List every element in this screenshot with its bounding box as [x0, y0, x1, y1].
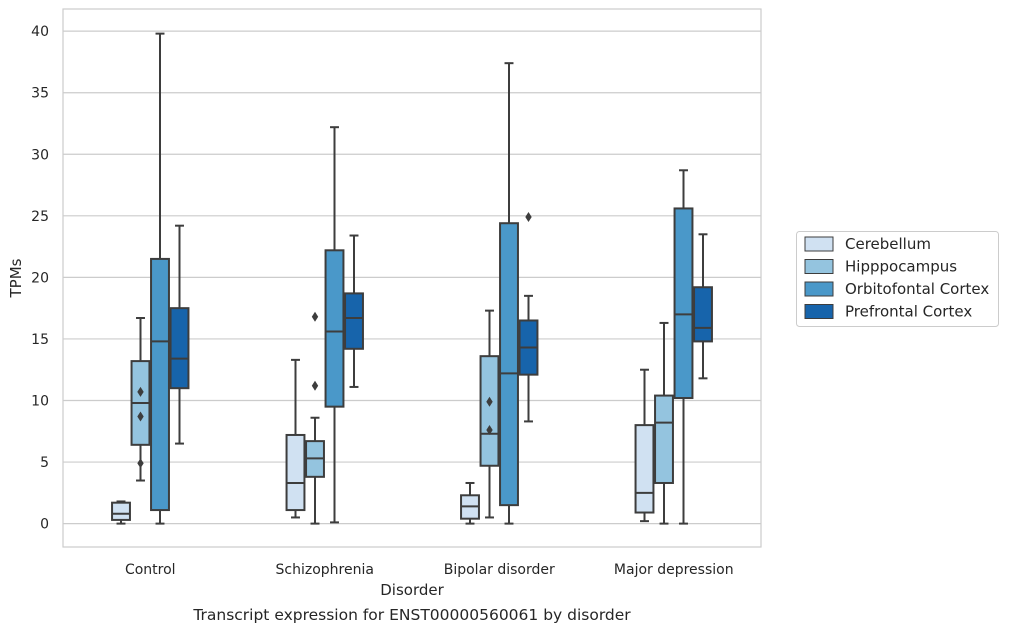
- box: [654, 394, 674, 484]
- box-group: [634, 368, 655, 523]
- x-tick-label: Schizophrenia: [276, 562, 374, 578]
- box-group: [305, 311, 325, 525]
- box-group: [324, 126, 345, 524]
- y-tick-label: 35: [31, 86, 49, 102]
- y-tick-label: 40: [31, 24, 49, 40]
- outlier-marker: [137, 458, 144, 469]
- y-tick-labels: 0 5 10 15 20 25 30 35 40: [31, 24, 49, 532]
- plot-frame: [62, 8, 762, 548]
- x-tick-label: Bipolar disorder: [444, 562, 555, 578]
- box: [693, 286, 713, 343]
- x-tick-labels: Control Schizophrenia Bipolar disorder Majo…: [125, 562, 734, 578]
- y-tick-label: 5: [40, 455, 49, 471]
- legend-label: Hipppocampus: [845, 258, 957, 276]
- box: [150, 257, 170, 512]
- box-group: [344, 234, 364, 388]
- y-tick-label: 10: [31, 393, 49, 409]
- box-group: [518, 212, 539, 423]
- y-tick-label: 15: [31, 332, 49, 348]
- outlier-marker: [486, 425, 493, 436]
- box-group: [460, 481, 480, 525]
- legend-label: Orbitofontal Cortex: [845, 280, 989, 298]
- outlier-marker: [311, 311, 319, 322]
- x-axis-label: Disorder: [380, 581, 444, 599]
- box-group: [673, 169, 694, 525]
- box-group: [150, 32, 170, 525]
- y-tick-label: 0: [40, 517, 49, 533]
- outlier-marker: [137, 411, 144, 422]
- y-tick-label: 20: [31, 270, 49, 286]
- box-group: [130, 317, 151, 482]
- box-group: [693, 233, 713, 380]
- legend-label: Cerebellum: [845, 235, 931, 253]
- boxes: [111, 32, 713, 525]
- y-tick-label: 25: [31, 209, 49, 225]
- outlier-marker: [525, 212, 532, 223]
- box: [479, 355, 500, 467]
- box: [169, 307, 190, 390]
- legend-swatch: [804, 236, 834, 252]
- x-tick-label: Control: [125, 562, 176, 578]
- box: [324, 249, 345, 408]
- box: [344, 292, 364, 350]
- legend-swatch: [804, 281, 834, 297]
- box: [673, 207, 694, 400]
- y-tick-label: 30: [31, 147, 49, 163]
- legend-swatch: [804, 259, 834, 274]
- box-group: [479, 309, 500, 519]
- box-group: [499, 62, 519, 525]
- outlier-marker: [137, 386, 144, 397]
- figure-caption: Transcript expression for ENST0000056006…: [193, 606, 631, 624]
- legend-swatch: [804, 304, 834, 319]
- box-group: [654, 321, 674, 525]
- box-group: [169, 224, 190, 445]
- outlier-marker: [311, 380, 319, 391]
- legend-frame: [796, 231, 999, 327]
- box-group: [285, 358, 306, 519]
- legend-label: Prefrontal Cortex: [845, 303, 972, 321]
- x-tick-label: Major depression: [614, 562, 734, 578]
- box: [111, 501, 131, 521]
- legend: Cerebellum Hipppocampus Orbitofontal Corte…: [796, 231, 999, 327]
- y-axis-label: TPMs: [7, 258, 25, 298]
- box: [499, 222, 519, 507]
- box: [634, 424, 655, 514]
- outlier-marker: [486, 396, 493, 407]
- box-group: [111, 500, 131, 525]
- box: [285, 433, 306, 512]
